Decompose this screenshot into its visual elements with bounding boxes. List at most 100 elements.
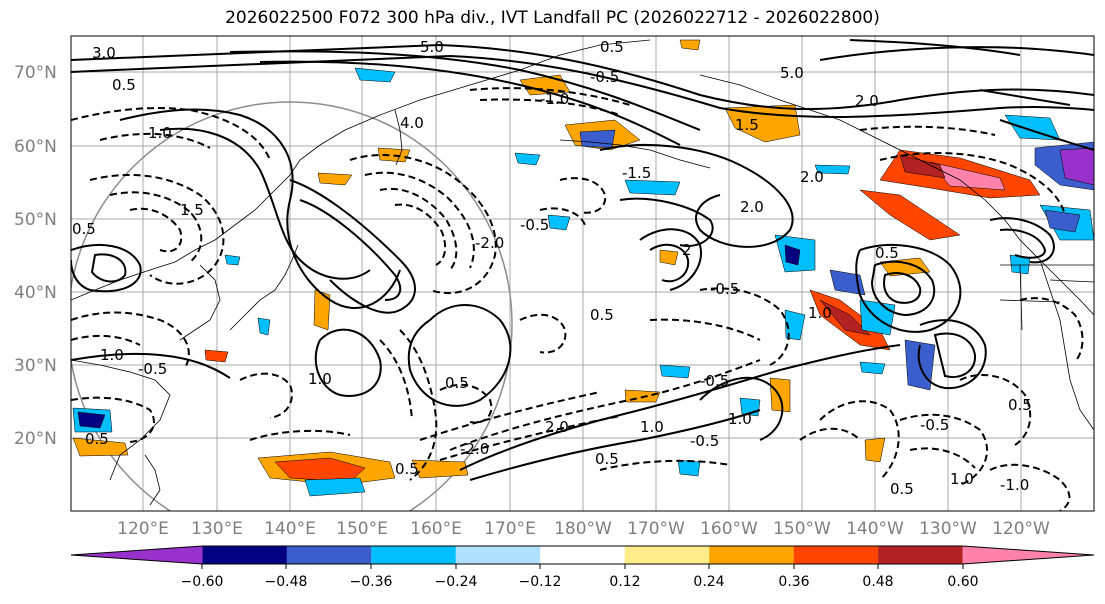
shade-negative — [579, 129, 616, 149]
coastlines — [71, 39, 1094, 506]
contour-label: 1.0 — [950, 470, 974, 488]
contour-label: -2.0 — [460, 440, 489, 458]
contour-label: 0.5 — [600, 38, 624, 56]
shade-negative — [659, 364, 691, 379]
shade-negative — [814, 164, 851, 175]
shade-negative — [257, 317, 271, 336]
colorbar-cell — [371, 546, 456, 564]
lon-label: 130°W — [919, 519, 977, 539]
colorbar-tick-label: 0.12 — [609, 574, 640, 590]
lat-label: 30°N — [14, 356, 57, 376]
contour-label: 0.5 — [112, 76, 136, 94]
state-borders — [999, 264, 1094, 331]
contour-label: 0.5 — [875, 244, 899, 262]
contour-label: 0.5 — [590, 306, 614, 324]
shade-positive — [899, 154, 946, 179]
colorbar-tick-label: −0.60 — [181, 574, 224, 590]
coastline-china-south — [71, 359, 171, 481]
coastline-korea — [179, 264, 221, 341]
shade-negative — [224, 254, 241, 266]
lon-label: 120°E — [117, 519, 169, 539]
colorbar-cell — [962, 546, 1094, 564]
contour-label: 0.5 — [395, 460, 419, 478]
shade-negative — [514, 152, 541, 166]
coastline-kamchatka — [394, 109, 403, 166]
contour-label: -0.5 — [590, 68, 619, 86]
colorbar: −0.60 −0.48 −0.36 −0.24 −0.12 0.12 0.24 … — [70, 545, 1095, 590]
map-panel: 3.0 5.0 0.5 5.0 2.0 -0.5 0.5 1.0 -1.0 4.… — [70, 35, 1095, 512]
coastline-japan — [229, 244, 299, 331]
shade-negative — [624, 179, 681, 196]
lon-label: 120°W — [992, 519, 1050, 539]
contour-label: 1.5 — [735, 116, 759, 134]
latitude-labels: 70°N 60°N 50°N 40°N 30°N 20°N — [14, 63, 57, 449]
shade-negative — [547, 214, 571, 231]
colorbar-cell — [540, 546, 625, 564]
contour-label: -0.5 — [710, 280, 739, 298]
contour-label: 0.5 — [1008, 396, 1032, 414]
colorbar-cell — [878, 546, 963, 564]
contour-label: -1.0 — [540, 90, 569, 108]
colorbar-cell — [455, 546, 541, 564]
shade-positive — [769, 377, 791, 413]
coastline-alaska — [699, 74, 1094, 316]
coastline-asia — [71, 39, 651, 301]
lat-label: 40°N — [14, 283, 57, 303]
lon-label: 140°W — [846, 519, 904, 539]
lon-label: 170°W — [627, 519, 685, 539]
contour-label: 1.5 — [180, 201, 204, 219]
colorbar-cell — [202, 546, 287, 564]
colorbar-tick-label: 0.60 — [947, 574, 978, 590]
contour-label: 0.5 — [595, 450, 619, 468]
contour-label: 2.0 — [855, 92, 879, 110]
contour-label: 2.0 — [740, 198, 764, 216]
contour-label: 1.0 — [100, 346, 124, 364]
shade-negative — [784, 309, 806, 341]
shade-negative — [1059, 147, 1094, 186]
contour-label: 0.5 — [85, 430, 109, 448]
shade-positive — [679, 39, 701, 51]
lon-label: 130°E — [191, 519, 243, 539]
colorbar-cells — [70, 545, 1095, 565]
lon-label: 180°W — [554, 519, 612, 539]
colorbar-ticks — [201, 564, 964, 569]
shade-positive — [204, 349, 229, 363]
colorbar-cell — [709, 546, 794, 564]
lon-label: 160°W — [700, 519, 758, 539]
contour-label: -0.5 — [690, 432, 719, 450]
shade-positive — [819, 299, 871, 336]
coastline-aleutians — [559, 139, 711, 169]
colorbar-tick-label: −0.48 — [265, 574, 308, 590]
contour-label: 1.0 — [308, 370, 332, 388]
contour-label: 5.0 — [780, 64, 804, 82]
lon-label: 160°E — [410, 519, 462, 539]
contour-label: 1.0 — [728, 410, 752, 428]
shade-positive — [724, 104, 801, 143]
shade-negative — [677, 459, 701, 477]
colorbar-cell — [71, 546, 203, 564]
contour-label: 2.0 — [545, 418, 569, 436]
shade-positive — [72, 437, 129, 457]
coastline-north-america — [1039, 259, 1094, 431]
shade-negative — [784, 244, 801, 266]
contour-label: 0.5 — [890, 480, 914, 498]
contour-labels: 3.0 5.0 0.5 5.0 2.0 -0.5 0.5 1.0 -1.0 4.… — [72, 38, 1032, 498]
colorbar-cell — [793, 546, 879, 564]
map-frame — [70, 35, 1095, 512]
contour-label: 1.0 — [808, 304, 832, 322]
lat-label: 70°N — [14, 63, 57, 83]
contour-label: -1.0 — [1000, 476, 1029, 494]
contour-label: 2.0 — [800, 168, 824, 186]
map-title: 2026022500 F072 300 hPa div., IVT Landfa… — [225, 8, 880, 28]
colorbar-tick-label: 0.36 — [778, 574, 809, 590]
lon-label: 170°E — [484, 519, 536, 539]
contour-label: 2 — [682, 241, 692, 259]
contours-dashed — [71, 87, 1084, 511]
shade-positive — [317, 172, 353, 186]
contour-label: -0.5 — [700, 372, 729, 390]
shade-positive — [859, 189, 961, 241]
lat-label: 50°N — [14, 210, 57, 230]
shade-negative — [859, 361, 886, 375]
shade-positive — [313, 289, 331, 331]
contour-label: -2.0 — [475, 234, 504, 252]
